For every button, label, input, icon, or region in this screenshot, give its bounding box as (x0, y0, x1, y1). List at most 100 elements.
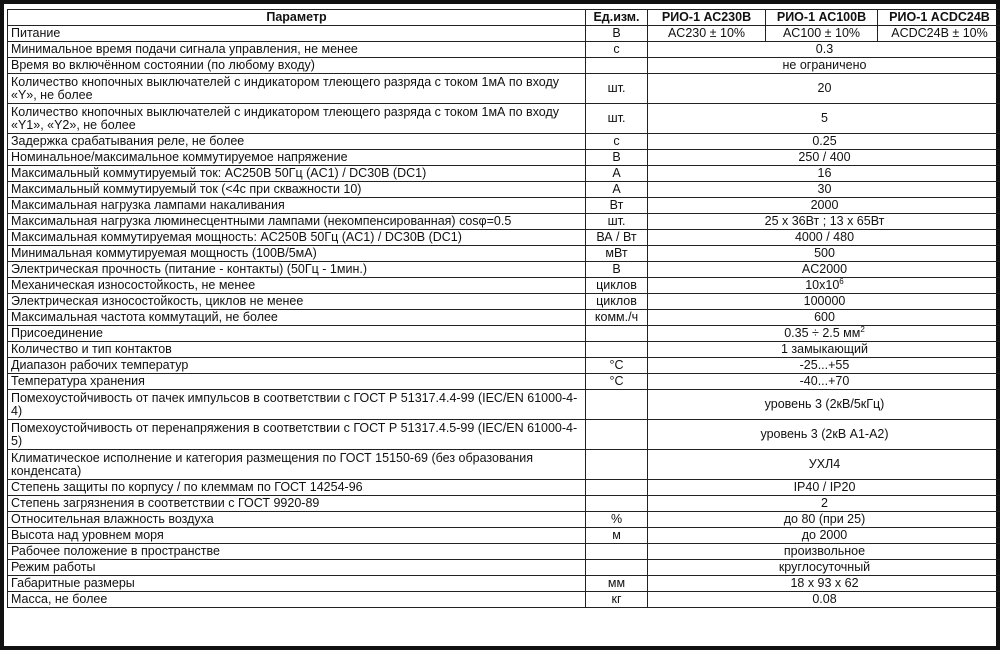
value-text: 500 (814, 246, 835, 260)
table-row: Максимальная частота коммутаций, не боле… (7, 309, 1000, 326)
value-text: до 2000 (801, 528, 848, 542)
value-cell: 100000 (647, 293, 1000, 310)
value-cell: 20 (647, 73, 1000, 104)
unit-cell: мм (585, 575, 648, 592)
unit-cell: шт. (585, 103, 648, 134)
value-text: 0.3 (815, 42, 834, 56)
value-text: 2000 (810, 198, 839, 212)
header-model-ac230: РИО-1 АС230В (647, 9, 766, 26)
table-row: Задержка срабатывания реле, не более с 0.2… (7, 133, 1000, 150)
value-cell: -25...+55 (647, 357, 1000, 374)
unit-cell: ВА / Вт (585, 229, 648, 246)
value-cell: 0.35 ÷ 2.5 мм2 (647, 325, 1000, 342)
value-cell: произвольное (647, 543, 1000, 560)
table-row: Диапазон рабочих температур °С -25...+55 (7, 357, 1000, 374)
unit-cell: с (585, 41, 648, 58)
value-cell: 16 (647, 165, 1000, 182)
parameter-cell: Количество и тип контактов (7, 341, 586, 358)
value-cell: 10x106 (647, 277, 1000, 294)
unit-cell: °С (585, 373, 648, 390)
value-text: не ограничено (782, 58, 867, 72)
value-text: 16 (817, 166, 832, 180)
value-cell: 1 замыкающий (647, 341, 1000, 358)
value-text: -25...+55 (799, 358, 850, 372)
table-row: Электрическая прочность (питание - конта… (7, 261, 1000, 278)
table-row: Степень защиты по корпусу / по клеммам п… (7, 479, 1000, 496)
value-text: 25 x 36Вт ; 13 x 65Вт (764, 214, 885, 228)
value-text: УХЛ4 (808, 457, 841, 471)
unit-cell (585, 325, 648, 342)
table-row: Присоединение 0.35 ÷ 2.5 мм2 (7, 325, 1000, 342)
value-cell: ACDC24В ± 10% (877, 25, 1000, 42)
value-text: уровень 3 (2кВ А1-А2) (760, 427, 889, 441)
parameter-cell: Максимальная нагрузка люминесцентными ла… (7, 213, 586, 230)
unit-cell: % (585, 511, 648, 528)
unit-cell: комм./ч (585, 309, 648, 326)
table-row: Рабочее положение в пространстве произвол… (7, 543, 1000, 560)
table-row: Количество и тип контактов 1 замыкающий (7, 341, 1000, 358)
table-row: Максимальная нагрузка люминесцентными ла… (7, 213, 1000, 230)
table-row: Температура хранения °С -40...+70 (7, 373, 1000, 390)
parameter-cell: Степень защиты по корпусу / по клеммам п… (7, 479, 586, 496)
parameter-cell: Максимальный коммутируемый ток (<4с при … (7, 181, 586, 198)
value-cell: AC2000 (647, 261, 1000, 278)
value-text: 18 x 93 x 62 (790, 576, 859, 590)
unit-cell: циклов (585, 277, 648, 294)
unit-cell (585, 341, 648, 358)
value-text: 0.35 ÷ 2.5 мм (784, 326, 861, 340)
parameter-cell: Температура хранения (7, 373, 586, 390)
value-text: до 80 (при 25) (783, 512, 866, 526)
unit-cell: А (585, 181, 648, 198)
parameter-cell: Минимальная коммутируемая мощность (100В… (7, 245, 586, 262)
table-row: Минимальное время подачи сигнала управле… (7, 41, 1000, 58)
parameter-cell: Помехоустойчивость от перенапряжения в с… (7, 419, 586, 450)
value-text: 250 / 400 (798, 150, 851, 164)
value-cell: 4000 / 480 (647, 229, 1000, 246)
value-text: 600 (814, 310, 835, 324)
value-cell: 0.25 (647, 133, 1000, 150)
parameter-cell: Максимальная нагрузка лампами накаливани… (7, 197, 586, 214)
table-row: Габаритные размеры мм 18 x 93 x 62 (7, 575, 1000, 592)
parameter-cell: Механическая износостойкость, не менее (7, 277, 586, 294)
value-text: 1 замыкающий (780, 342, 868, 356)
value-text: -40...+70 (799, 374, 850, 388)
header-model-acdc24: РИО-1 ACDC24В (877, 9, 1000, 26)
value-text: 20 (817, 81, 832, 95)
value-text: круглосуточный (778, 560, 871, 574)
parameter-cell: Относительная влажность воздуха (7, 511, 586, 528)
value-cell: 500 (647, 245, 1000, 262)
parameter-cell: Количество кнопочных выключателей с инди… (7, 103, 586, 134)
parameter-cell: Максимальная коммутируемая мощность: AC2… (7, 229, 586, 246)
unit-cell: А (585, 165, 648, 182)
unit-cell: м (585, 527, 648, 544)
value-cell: 2000 (647, 197, 1000, 214)
unit-cell (585, 57, 648, 74)
table-row: Максимальный коммутируемый ток (<4с при … (7, 181, 1000, 198)
value-cell: AC100 ± 10% (765, 25, 878, 42)
unit-cell: кг (585, 591, 648, 608)
unit-cell (585, 479, 648, 496)
table-row: Количество кнопочных выключателей с инди… (7, 73, 1000, 104)
parameter-cell: Рабочее положение в пространстве (7, 543, 586, 560)
value-cell: 0.08 (647, 591, 1000, 608)
value-superscript: 2 (860, 325, 865, 334)
unit-cell: циклов (585, 293, 648, 310)
parameter-cell: Климатическое исполнение и категория раз… (7, 449, 586, 480)
value-superscript: 6 (839, 277, 844, 286)
table-row: Степень загрязнения в соответствии с ГОС… (7, 495, 1000, 512)
value-cell: уровень 3 (2кВ А1-А2) (647, 419, 1000, 450)
value-cell: не ограничено (647, 57, 1000, 74)
header-model-ac100: РИО-1 АС100В (765, 9, 878, 26)
parameter-cell: Питание (7, 25, 586, 42)
value-text: 10x10 (805, 278, 840, 292)
value-cell: AC230 ± 10% (647, 25, 766, 42)
table-row: Максимальная коммутируемая мощность: AC2… (7, 229, 1000, 246)
unit-cell: °С (585, 357, 648, 374)
value-text: 0.08 (812, 592, 837, 606)
value-cell: 250 / 400 (647, 149, 1000, 166)
unit-cell: В (585, 25, 648, 42)
parameter-cell: Количество кнопочных выключателей с инди… (7, 73, 586, 104)
value-text: уровень 3 (2кВ/5кГц) (764, 397, 885, 411)
unit-cell (585, 419, 648, 450)
value-text: 5 (821, 111, 828, 125)
